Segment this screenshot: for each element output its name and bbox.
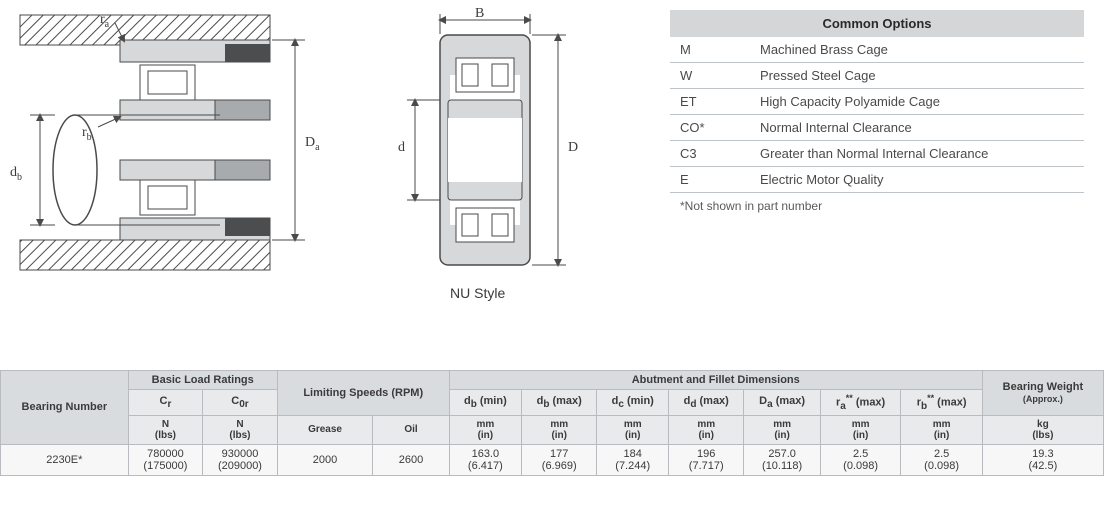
cell-rb-max: 2.5(0.098) — [901, 444, 982, 475]
cell-cor: 930000(209000) — [203, 444, 278, 475]
label-Da: Da — [305, 135, 320, 153]
unit-db-min: mm(in) — [449, 415, 521, 444]
col-ra-max: ra** (max) — [820, 390, 901, 416]
bearing-diagrams-svg — [10, 10, 650, 310]
option-desc: Electric Motor Quality — [750, 167, 1084, 193]
unit-dd-max: mm(in) — [669, 415, 744, 444]
options-row: MMachined Brass Cage — [670, 37, 1084, 63]
col-Da-max: Da (max) — [744, 390, 820, 416]
col-db-max: db (max) — [521, 390, 596, 416]
option-desc: Machined Brass Cage — [750, 37, 1084, 63]
label-rb: rb — [82, 125, 92, 143]
unit-weight: kg(lbs) — [982, 415, 1103, 444]
cell-grease: 2000 — [277, 444, 373, 475]
col-limiting: Limiting Speeds (RPM) — [277, 371, 449, 416]
option-desc: High Capacity Polyamide Cage — [750, 89, 1084, 115]
col-db-min: db (min) — [449, 390, 521, 416]
unit-grease: Grease — [277, 415, 373, 444]
cell-dc-min: 184(7.244) — [597, 444, 669, 475]
label-D: D — [568, 140, 578, 156]
label-d: d — [398, 140, 405, 156]
unit-db-max: mm(in) — [521, 415, 596, 444]
top-section: ra rb db Da B d D NU Style Common Option… — [0, 0, 1104, 320]
col-rb-max: rb** (max) — [901, 390, 982, 416]
cell-Da-max: 257.0(10.118) — [744, 444, 820, 475]
options-row: C3Greater than Normal Internal Clearance — [670, 141, 1084, 167]
options-table: Common Options MMachined Brass CageWPres… — [670, 10, 1084, 193]
option-desc: Greater than Normal Internal Clearance — [750, 141, 1084, 167]
option-code: E — [670, 167, 750, 193]
options-footnote: *Not shown in part number — [670, 193, 1084, 219]
cell-bn: 2230E* — [1, 444, 129, 475]
option-code: W — [670, 63, 750, 89]
col-cor: C0r — [203, 390, 278, 416]
option-code: ET — [670, 89, 750, 115]
col-abutment: Abutment and Fillet Dimensions — [449, 371, 982, 390]
col-dc-min: dc (min) — [597, 390, 669, 416]
label-B: B — [475, 6, 484, 22]
option-desc: Normal Internal Clearance — [750, 115, 1084, 141]
unit-oil: Oil — [373, 415, 449, 444]
cell-db-max: 177(6.969) — [521, 444, 596, 475]
option-desc: Pressed Steel Cage — [750, 63, 1084, 89]
col-bearing-number: Bearing Number — [1, 371, 129, 445]
unit-dc-min: mm(in) — [597, 415, 669, 444]
options-area: Common Options MMachined Brass CageWPres… — [670, 10, 1084, 310]
cell-ra-max: 2.5(0.098) — [820, 444, 901, 475]
options-row: CO*Normal Internal Clearance — [670, 115, 1084, 141]
unit-Da-max: mm(in) — [744, 415, 820, 444]
unit-cr: N(lbs) — [128, 415, 203, 444]
options-row: WPressed Steel Cage — [670, 63, 1084, 89]
option-code: M — [670, 37, 750, 63]
cell-weight: 19.3(42.5) — [982, 444, 1103, 475]
cell-dd-max: 196(7.717) — [669, 444, 744, 475]
cell-cr: 780000(175000) — [128, 444, 203, 475]
col-weight: Bearing Weight(Approx.) — [982, 371, 1103, 416]
col-cr: Cr — [128, 390, 203, 416]
unit-rb-max: mm(in) — [901, 415, 982, 444]
options-row: EElectric Motor Quality — [670, 167, 1084, 193]
style-label: NU Style — [450, 285, 505, 301]
table-row: 2230E* 780000(175000) 930000(209000) 200… — [1, 444, 1104, 475]
col-dd-max: dd (max) — [669, 390, 744, 416]
option-code: CO* — [670, 115, 750, 141]
col-basic-load: Basic Load Ratings — [128, 371, 277, 390]
option-code: C3 — [670, 141, 750, 167]
label-ra: ra — [100, 12, 109, 30]
cell-oil: 2600 — [373, 444, 449, 475]
specs-table: Bearing Number Basic Load Ratings Limiti… — [0, 370, 1104, 476]
options-header: Common Options — [670, 10, 1084, 37]
options-row: ETHigh Capacity Polyamide Cage — [670, 89, 1084, 115]
cell-db-min: 163.0(6.417) — [449, 444, 521, 475]
diagram-area: ra rb db Da B d D NU Style — [10, 10, 650, 310]
unit-ra-max: mm(in) — [820, 415, 901, 444]
unit-cor: N(lbs) — [203, 415, 278, 444]
label-db: db — [10, 165, 22, 183]
